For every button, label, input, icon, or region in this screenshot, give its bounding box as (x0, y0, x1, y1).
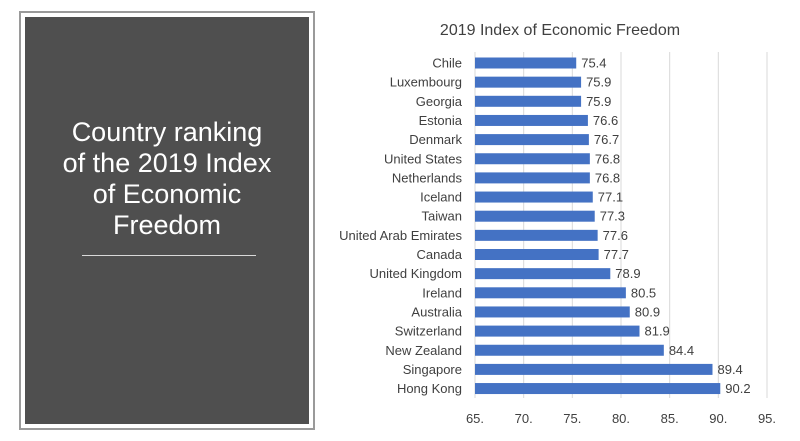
category-label: New Zealand (385, 343, 462, 358)
bar (475, 249, 599, 260)
data-label: 80.9 (635, 304, 660, 319)
data-label: 90.2 (725, 381, 750, 396)
category-label: Luxembourg (390, 75, 462, 90)
category-label: United Kingdom (370, 266, 463, 281)
category-label: United Arab Emirates (339, 228, 462, 243)
data-label: 76.7 (594, 132, 619, 147)
data-label: 89.4 (717, 362, 742, 377)
bar (475, 57, 577, 69)
data-label: 75.4 (581, 56, 606, 71)
bar (475, 172, 590, 184)
title-panel-background: Country ranking of the 2019 Index of Eco… (25, 17, 309, 424)
bar (475, 210, 595, 222)
bar (475, 344, 664, 356)
category-label: Netherlands (392, 170, 463, 185)
bar (475, 287, 626, 299)
category-label: Georgia (416, 94, 463, 109)
bar (475, 268, 611, 280)
bar (475, 191, 593, 203)
data-label: 75.9 (586, 75, 611, 90)
x-tick-label: 65. (466, 411, 484, 426)
data-label: 81.9 (644, 324, 669, 339)
bar (475, 153, 590, 165)
bar (475, 325, 640, 337)
bar (475, 306, 630, 318)
category-label: Estonia (419, 113, 463, 128)
bar (475, 95, 582, 107)
data-label: 76.8 (595, 170, 620, 185)
category-label: United States (384, 151, 463, 166)
category-label: Taiwan (422, 209, 462, 224)
x-tick-label: 90. (709, 411, 727, 426)
x-tick-label: 95. (758, 411, 776, 426)
data-label: 76.8 (595, 151, 620, 166)
x-tick-label: 75. (563, 411, 581, 426)
category-label: Chile (432, 56, 462, 71)
data-label: 77.3 (600, 209, 625, 224)
bar (475, 383, 721, 395)
x-tick-label: 85. (661, 411, 679, 426)
bar (475, 76, 582, 88)
category-label: Australia (411, 304, 462, 319)
data-label: 77.6 (603, 228, 628, 243)
data-label: 75.9 (586, 94, 611, 109)
bar (475, 363, 713, 375)
data-label: 77.7 (604, 247, 629, 262)
x-tick-label: 70. (515, 411, 533, 426)
x-tick-label: 80. (612, 411, 630, 426)
category-label: Canada (416, 247, 462, 262)
chart-title: 2019 Index of Economic Freedom (439, 22, 681, 39)
data-label: 80.5 (631, 285, 656, 300)
data-label: 77.1 (598, 190, 623, 205)
category-label: Singapore (403, 362, 462, 377)
bar (475, 229, 598, 241)
bar (475, 114, 588, 126)
data-label: 76.6 (593, 113, 618, 128)
chart-canvas: 65. 70. 75. 80. 85. 90. 95. Chile 75.4 Luxembourg… (339, 52, 776, 426)
data-label: 78.9 (615, 266, 640, 281)
data-label: 84.4 (669, 343, 694, 358)
title-divider (82, 255, 256, 256)
bar-chart: 2019 Index of Economic Freedom 65. 70. 75.… (320, 0, 800, 441)
slide-title: Country ranking of the 2019 Index of Eco… (62, 117, 272, 240)
category-label: Iceland (420, 190, 462, 205)
bar (475, 134, 589, 146)
category-label: Ireland (422, 285, 462, 300)
category-label: Hong Kong (397, 381, 462, 396)
category-label: Switzerland (395, 324, 462, 339)
title-panel: Country ranking of the 2019 Index of Eco… (19, 11, 315, 430)
category-label: Denmark (409, 132, 462, 147)
